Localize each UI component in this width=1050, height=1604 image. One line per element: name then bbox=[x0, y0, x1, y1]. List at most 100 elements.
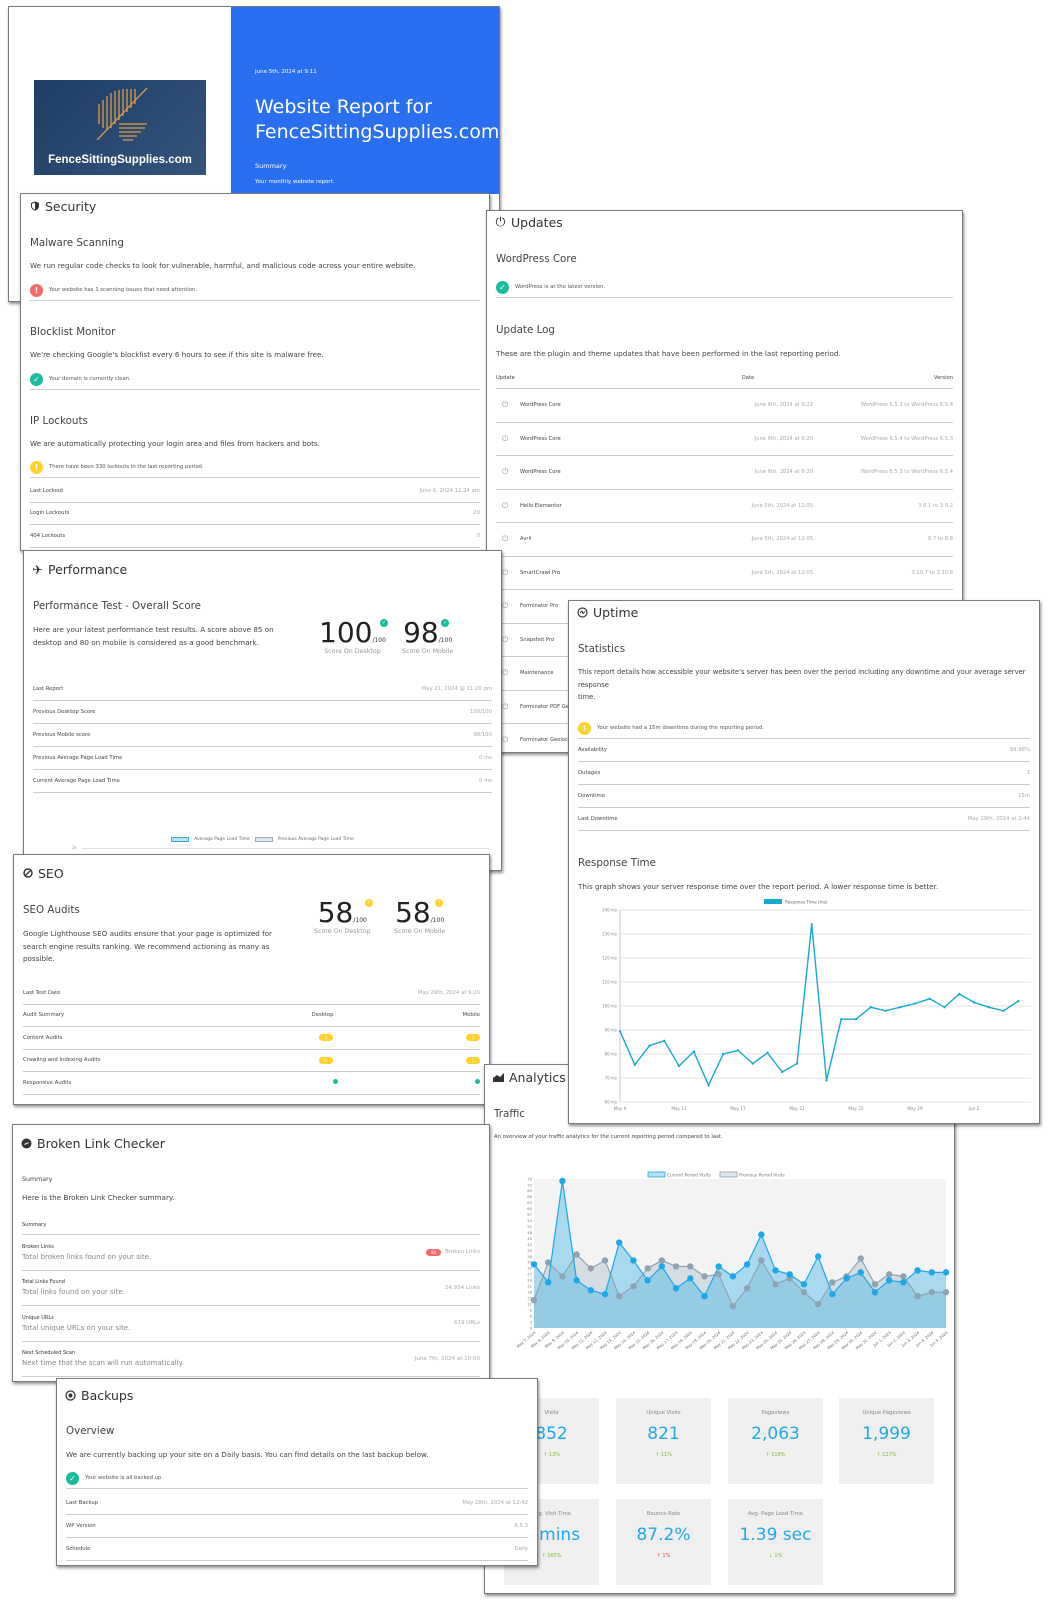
blocklist-desc: We're checking Google's blocklist every … bbox=[30, 350, 324, 359]
current-point bbox=[630, 1257, 637, 1264]
row-label: Last Test Date bbox=[23, 989, 61, 996]
backups-title-text: Backups bbox=[81, 1387, 134, 1403]
row-label: Schedule bbox=[66, 1546, 91, 1552]
row-label: Previous Mobile score bbox=[33, 732, 91, 738]
row-label: Last Downtime bbox=[578, 816, 618, 822]
plug-icon: ⏻ bbox=[502, 735, 509, 745]
data-point bbox=[825, 1079, 828, 1082]
y-tick-label: 60 bbox=[527, 1207, 532, 1211]
warning-icon: ! bbox=[435, 899, 444, 907]
y-tick-label: 140 ms bbox=[602, 908, 617, 913]
log-desc: These are the plugin and theme updates t… bbox=[496, 349, 841, 358]
y-tick-label: 70 ms bbox=[605, 1076, 617, 1081]
core-alert-text: WordPress is at the latest version. bbox=[515, 284, 606, 290]
previous-point bbox=[587, 1265, 595, 1272]
row-title: Next Scheduled Scan bbox=[22, 1350, 76, 1357]
previous-point bbox=[545, 1259, 552, 1266]
previous-point bbox=[672, 1263, 680, 1270]
broken-link-icon bbox=[21, 1138, 32, 1149]
current-point bbox=[885, 1277, 893, 1284]
report-title-line2: FenceSittingSupplies.com bbox=[255, 121, 500, 143]
update-version: WordPress 6.5.3 to WordPress 6.5.4 bbox=[860, 469, 953, 476]
previous-point bbox=[900, 1273, 907, 1280]
load-time-y-tick: 1s bbox=[72, 845, 77, 850]
legend-current: Current Period Visits bbox=[667, 1173, 711, 1179]
mobile-score: 98/100 ✓ Score On Mobile bbox=[402, 619, 453, 656]
lockout-row: Login Lockouts 20 bbox=[30, 503, 480, 525]
check-icon: ✓ bbox=[30, 372, 43, 386]
score-value: 100 bbox=[319, 616, 373, 649]
desc-line: possible. bbox=[23, 954, 55, 963]
row-label: Last Lockout bbox=[30, 487, 64, 494]
lockout-row: Last Lockout June 6, 2024 12:24 am bbox=[30, 480, 480, 503]
row-title: Total Links Found bbox=[22, 1279, 65, 1286]
previous-point bbox=[616, 1293, 623, 1300]
broken-link-row: Total Links Found Total links found on yo… bbox=[22, 1271, 480, 1306]
row-desc: Next time that the scan will run automat… bbox=[22, 1359, 184, 1368]
current-point bbox=[601, 1291, 609, 1298]
y-tick-label: 6 bbox=[530, 1314, 533, 1318]
check-icon: ✓ bbox=[66, 1471, 79, 1485]
legend-swatch bbox=[764, 899, 782, 904]
y-tick-label: 30 bbox=[527, 1267, 532, 1271]
previous-point bbox=[857, 1255, 864, 1262]
backup-alert: ✓ Your website is all backed up. bbox=[66, 1470, 528, 1489]
uptime-table: Availability 99.98% Outages 1 Downtime 15m Las… bbox=[578, 739, 1030, 831]
stat-label: Unique Visits bbox=[646, 1410, 681, 1416]
previous-point bbox=[573, 1251, 580, 1258]
col-version: Version bbox=[933, 374, 953, 381]
row-label: Availability bbox=[578, 747, 607, 753]
y-tick-label: 3 bbox=[530, 1320, 533, 1324]
audit-label: Crawling and Indexing Audits bbox=[23, 1057, 101, 1064]
broken-link-panel: Broken Link Checker Summary Here is the … bbox=[12, 1124, 490, 1382]
plug-icon: ⏻ bbox=[502, 467, 509, 477]
stat-value: 821 bbox=[647, 1424, 680, 1444]
backups-panel: Backups Overview We are currently backin… bbox=[56, 1378, 538, 1566]
y-tick-label: 21 bbox=[527, 1285, 532, 1289]
traffic-chart: Current Period Visits Previous Period Vis… bbox=[515, 1171, 950, 1350]
current-point bbox=[587, 1287, 595, 1294]
y-tick-label: 110 ms bbox=[602, 980, 617, 985]
stat-value: 2,063 bbox=[751, 1424, 800, 1444]
chart-trend-icon bbox=[493, 1072, 504, 1083]
x-tick-label: May 21 bbox=[789, 1106, 805, 1111]
row-value: June 6, 2024 12:24 am bbox=[419, 487, 480, 494]
update-name: Hello Elementor bbox=[520, 502, 562, 509]
current-point bbox=[701, 1293, 708, 1300]
summary-label: Summary bbox=[255, 162, 287, 170]
broken-link-row: Next Scheduled Scan Next time that the sc… bbox=[22, 1342, 480, 1377]
col-audit: Audit Summary bbox=[23, 1012, 65, 1019]
security-title-text: Security bbox=[45, 198, 97, 214]
update-version: WordPress 6.5.4 to WordPress 6.5.3 bbox=[860, 435, 953, 442]
legend-swatch-previous bbox=[719, 1171, 738, 1178]
data-point bbox=[781, 1070, 784, 1074]
data-point bbox=[1002, 1009, 1005, 1012]
malware-desc: We run regular code checks to look for v… bbox=[30, 261, 416, 270]
previous-point bbox=[601, 1257, 609, 1264]
current-point bbox=[914, 1267, 921, 1274]
row-value: 20 bbox=[473, 510, 480, 517]
row-value: May 28th, 2024 at 12:42 bbox=[462, 1500, 528, 1506]
backups-title: Backups bbox=[65, 1387, 133, 1403]
performance-row: Previous Average Page Load Time 0 ms bbox=[33, 747, 492, 770]
desc-line: Here are your latest performance test re… bbox=[33, 625, 274, 634]
y-tick-label: 39 bbox=[527, 1249, 532, 1253]
current-point bbox=[900, 1279, 907, 1286]
row-value: 24,934 Links bbox=[444, 1284, 480, 1291]
row-label: Login Lockouts bbox=[30, 510, 70, 517]
core-alert: ✓ WordPress is at the latest version. bbox=[496, 279, 953, 298]
previous-point bbox=[829, 1279, 836, 1286]
lockouts-alert: ! There have been 330 lockouts in the las… bbox=[30, 459, 480, 478]
y-tick-label: 36 bbox=[527, 1255, 532, 1259]
row-value: 619 URLs bbox=[453, 1320, 480, 1327]
data-point bbox=[1017, 1000, 1020, 1003]
broken-link-table: Summary Broken Links Total broken links f… bbox=[22, 1215, 480, 1377]
desc-line: search engine results ranking. We recomm… bbox=[23, 941, 270, 951]
row-title: Unique URLs bbox=[22, 1314, 54, 1321]
y-tick-label: 27 bbox=[527, 1273, 532, 1277]
update-row: ⏻ Forminator Geolocation bbox=[496, 724, 953, 752]
score-max: /100 bbox=[430, 917, 445, 924]
data-point bbox=[869, 1006, 872, 1009]
data-point bbox=[943, 1006, 946, 1009]
y-tick-label: 18 bbox=[527, 1291, 532, 1295]
